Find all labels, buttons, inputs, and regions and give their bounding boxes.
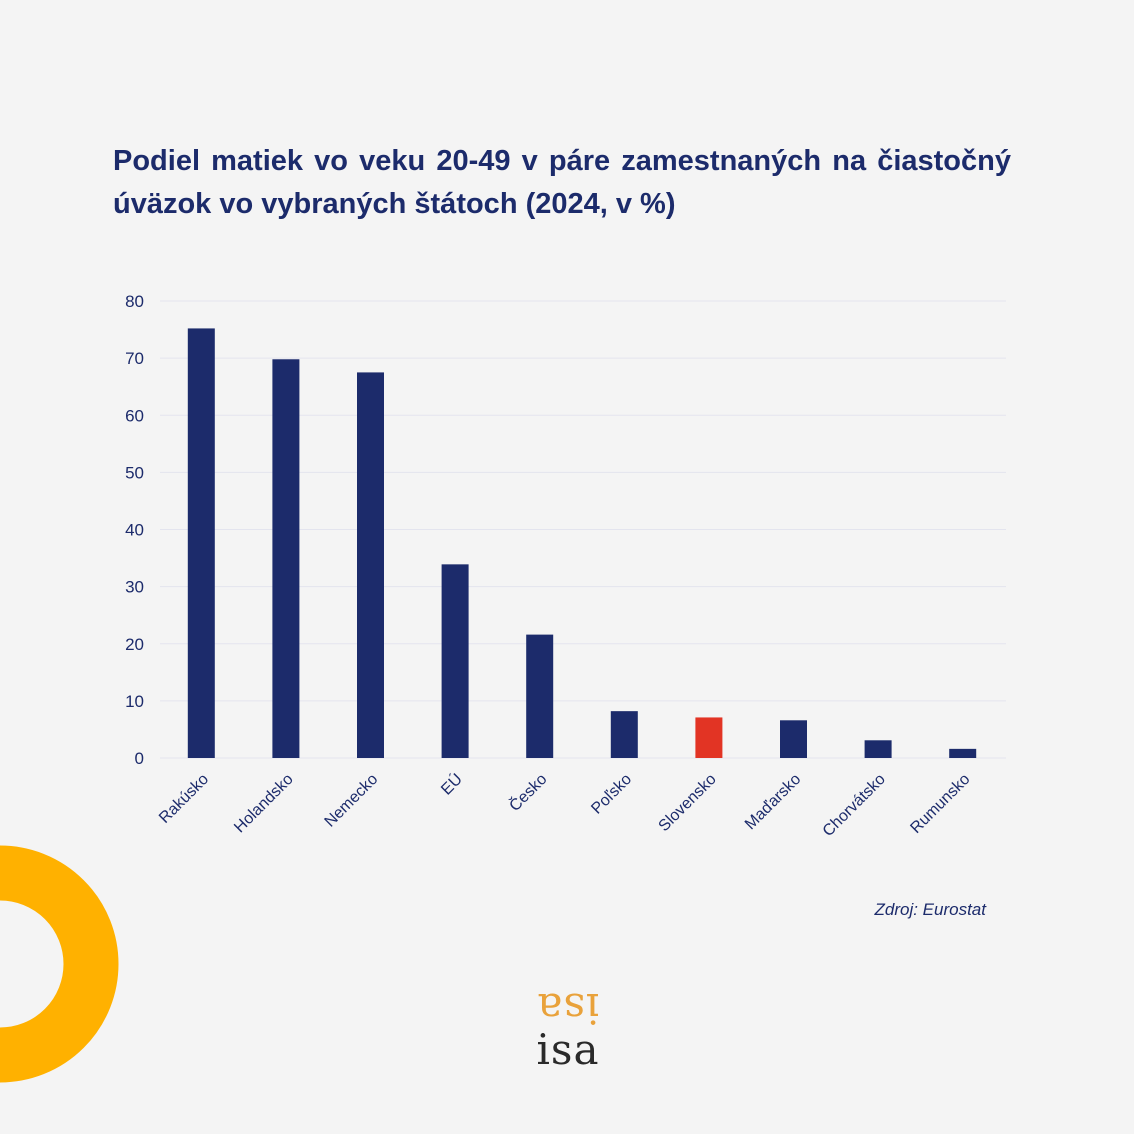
x-tick-label: Česko bbox=[505, 769, 551, 815]
bar-2 bbox=[357, 372, 384, 758]
y-tick-label: 50 bbox=[125, 463, 144, 482]
x-tick-label: Chorvátsko bbox=[820, 771, 889, 840]
x-tick-label: Holandsko bbox=[231, 771, 297, 837]
y-tick-label: 30 bbox=[125, 578, 144, 597]
isa-logo: isa isa bbox=[520, 984, 616, 1074]
y-tick-label: 10 bbox=[125, 692, 144, 711]
logo-text: isa bbox=[536, 1025, 600, 1074]
x-tick-label: EÚ bbox=[437, 769, 466, 798]
y-tick-label: 80 bbox=[125, 292, 144, 311]
x-tick-label: Slovensko bbox=[656, 771, 720, 835]
source-note: Zdroj: Eurostat bbox=[874, 900, 987, 919]
bar-6 bbox=[695, 717, 723, 758]
bar-8 bbox=[864, 740, 892, 758]
chart-grid bbox=[160, 300, 1006, 759]
bar-4 bbox=[526, 634, 554, 758]
bar-9 bbox=[949, 748, 977, 758]
x-tick-label: Rakúsko bbox=[156, 771, 212, 827]
bar-3 bbox=[441, 564, 469, 758]
chart-title: Podiel matiek vo veku 20-49 v páre zames… bbox=[113, 145, 1011, 220]
decorative-ring bbox=[0, 845, 119, 1083]
y-tick-label: 40 bbox=[125, 521, 144, 540]
bar-1 bbox=[272, 359, 300, 758]
x-tick-label: Nemecko bbox=[322, 771, 382, 831]
bar-7 bbox=[780, 720, 807, 758]
x-axis: Rakúsko Holandsko Nemecko EÚ Česko Poľsko Slov… bbox=[156, 769, 974, 840]
y-tick-label: 70 bbox=[125, 349, 144, 368]
x-tick-label: Rumunsko bbox=[907, 771, 973, 837]
y-tick-label: 0 bbox=[135, 749, 144, 768]
chart-bars bbox=[187, 328, 977, 758]
x-tick-label: Maďarsko bbox=[742, 771, 804, 833]
y-tick-label: 60 bbox=[125, 406, 144, 425]
y-tick-label: 20 bbox=[125, 635, 144, 654]
logo-mirror-mark: isa bbox=[536, 984, 600, 1033]
bar-5 bbox=[610, 711, 638, 758]
decorative-ring-circle bbox=[0, 845, 119, 1083]
x-tick-label: Poľsko bbox=[588, 771, 635, 818]
bar-chart: 0 10 20 30 40 50 60 70 80 Rakúsko Holandsko Nemeck… bbox=[125, 292, 1006, 840]
bar-0 bbox=[187, 328, 215, 758]
y-axis: 0 10 20 30 40 50 60 70 80 bbox=[125, 292, 144, 768]
